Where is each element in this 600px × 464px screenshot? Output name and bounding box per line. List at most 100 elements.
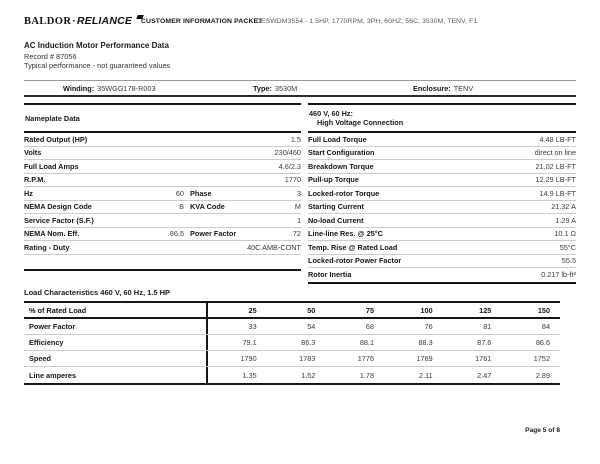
table-row: R.P.M. 1770 (24, 174, 301, 187)
row-label: R.P.M. (24, 175, 46, 185)
row-label: Full Load Amps (24, 161, 79, 171)
row-label: Rotor Inertia (308, 270, 352, 280)
logo-baldor-text: BALDOR (24, 16, 72, 27)
table-row: No-load Current 1.29 A (308, 214, 576, 228)
load-cell: 86.3 (301, 338, 316, 347)
row-label: Temp. Rise @ Rated Load (308, 242, 398, 252)
winding-item-label: Enclosure: (413, 84, 451, 93)
row-value: 21.02 LB-FT (535, 161, 576, 171)
product-description: CESWDM3554 - 1.5HP, 1770RPM, 3PH, 60HZ, … (256, 18, 478, 25)
row-value: 55°C (559, 242, 576, 252)
row-mid-value: 60 (175, 188, 184, 198)
row-label: Locked-rotor Power Factor (308, 256, 402, 266)
row-value: M (294, 202, 301, 212)
load-cell: 1783 (299, 354, 316, 363)
table-row: Hz 60 Phase 3 (24, 187, 301, 201)
load-col-header: 150 (537, 305, 551, 315)
row-value: 21.32 A (551, 202, 576, 212)
table-row: Start Configuration direct on line (308, 147, 576, 160)
record-number: Record # 87056 (24, 52, 77, 61)
row-label: Locked-rotor Torque (308, 188, 380, 198)
load-cell: 33 (248, 322, 257, 331)
hv-header: 460 V, 60 Hz: High Voltage Connection (308, 105, 576, 133)
table-row: Full Load Torque 4.48 LB-FT (308, 133, 576, 147)
load-col-header: 50 (307, 305, 316, 315)
brand-logo: BALDOR · RELIANCE (24, 15, 144, 27)
table-row: Breakdown Torque 21.02 LB-FT (308, 160, 576, 174)
table-row: Temp. Rise @ Rated Load 55°C (308, 241, 576, 255)
load-col-header: 100 (420, 305, 433, 315)
table-row: Starting Current 21.32 A (308, 201, 576, 214)
packet-title: CUSTOMER INFORMATION PACKET (141, 18, 263, 25)
winding-item-value: 3530M (274, 84, 298, 93)
hv-header-line2: High Voltage Connection (317, 118, 404, 127)
winding-item-label: Winding: (63, 84, 95, 93)
winding-item-value: 35WGG178-R003 (97, 84, 156, 93)
row-value: 4.48 LB-FT (539, 134, 577, 144)
load-table: % of Rated Load 25 50 75 100 125 150 Power Fac… (24, 301, 560, 385)
table-row: Pull-up Torque 12.29 LB-FT (308, 174, 576, 187)
load-cell: 54 (307, 322, 316, 331)
hv-rows: Full Load Torque 4.48 LB-FT Start Configur… (308, 133, 576, 282)
load-cell: 2.47 (477, 370, 492, 380)
row-label: NEMA Design Code (24, 202, 92, 212)
load-row-label: Line amperes (24, 367, 208, 383)
load-col-header: 25 (248, 305, 257, 315)
row-value: direct on line (534, 148, 576, 158)
row-value: 10.1 Ω (554, 229, 576, 239)
winding-item-value: TENV (453, 84, 474, 93)
row-label: Rating - Duty (24, 242, 70, 252)
doc-title: AC Induction Motor Performance Data (24, 41, 169, 50)
row-label: NEMA Nom. Eff. (24, 229, 80, 239)
row-value: 1.5 (290, 134, 301, 144)
row-value: 0.217 lb-ft² (541, 270, 576, 280)
load-cell: 1.78 (359, 370, 375, 380)
table-spacer (24, 255, 301, 269)
row-label-2: Phase (190, 188, 212, 198)
row-label: Line-line Res. @ 25°C (308, 229, 383, 239)
row-mid-value: 86.5 (169, 229, 184, 239)
row-value: 40C AMB-CONT (247, 242, 301, 252)
table-row: Volts 230/460 (24, 147, 301, 160)
hv-header-line1: 460 V, 60 Hz: (309, 109, 353, 118)
load-row: Power Factor 33 54 68 76 81 84 (24, 319, 560, 335)
load-col-header: 75 (365, 305, 375, 315)
load-cell: 68 (365, 322, 375, 331)
winding-item-label: Type: (253, 84, 272, 93)
load-cell: 1.35 (242, 370, 257, 380)
load-col-header: 125 (479, 305, 492, 315)
table-row: Locked-rotor Torque 14.9 LB-FT (308, 187, 576, 201)
row-mid-value: B (179, 202, 184, 212)
row-value: 55.5 (561, 256, 576, 266)
row-value: 4.6/2.3 (278, 161, 301, 171)
performance-note: Typical performance - not guaranteed val… (24, 61, 171, 70)
winding-item: Winding: 35WGG178-R003 (63, 81, 156, 96)
row-value: 72 (292, 229, 301, 239)
row-label: Breakdown Torque (308, 161, 374, 171)
load-cell: 86.6 (535, 338, 551, 347)
row-value: 230/460 (274, 148, 301, 158)
row-value: 1770 (284, 175, 301, 185)
load-cell: 1776 (357, 354, 375, 363)
load-row: Speed 1790 1783 1776 1769 1761 1752 (24, 351, 560, 367)
table-row: Locked-rotor Power Factor 55.5 (308, 255, 576, 268)
load-section-title: Load Characteristics 460 V, 60 Hz, 1.5 H… (24, 288, 171, 297)
load-cell: 88.1 (359, 338, 375, 347)
nameplate-table: Nameplate Data Rated Output (HP) 1.5 Volts… (24, 103, 301, 271)
load-cell: 1761 (475, 354, 492, 363)
row-label: Rated Output (HP) (24, 134, 88, 144)
row-label: Start Configuration (308, 148, 375, 158)
logo-reliance-text: RELIANCE (76, 15, 133, 27)
nameplate-header: Nameplate Data (24, 105, 301, 133)
load-cell: 88.3 (418, 338, 433, 347)
load-row: Line amperes 1.35 1.52 1.78 2.11 2.47 2.89 (24, 367, 560, 383)
row-value: 14.9 LB-FT (539, 188, 577, 198)
load-header-label: % of Rated Load (24, 303, 208, 317)
load-cell: 84 (541, 322, 551, 331)
load-row-label: Efficiency (24, 335, 208, 350)
table-row: NEMA Nom. Eff. 86.5 Power Factor 72 (24, 228, 301, 241)
table-row: Service Factor (S.F.) 1 (24, 214, 301, 228)
load-header-row: % of Rated Load 25 50 75 100 125 150 (24, 303, 560, 319)
row-label: Pull-up Torque (308, 175, 359, 185)
